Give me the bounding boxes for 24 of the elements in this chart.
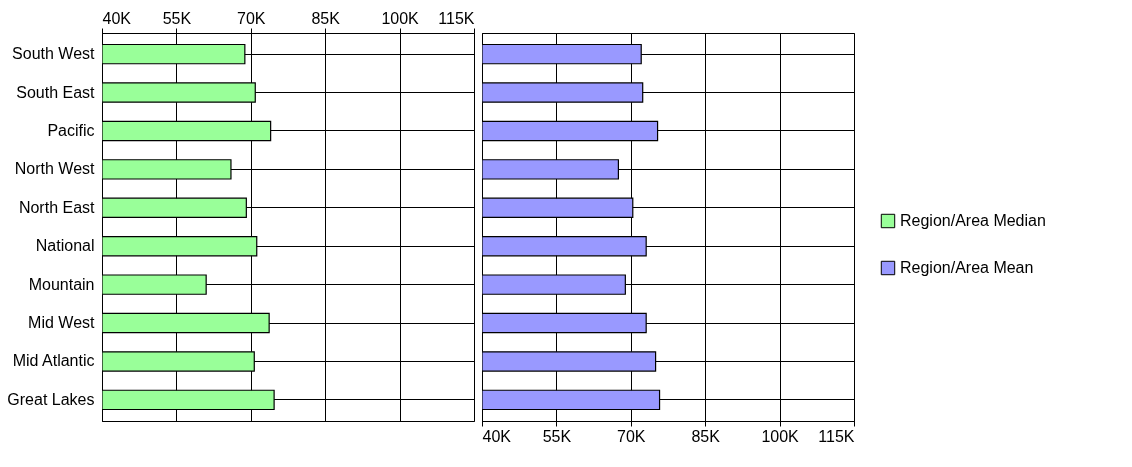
x-tick-label: 100K (381, 9, 420, 27)
x-tick-label: 70K (237, 9, 266, 27)
x-tick-label: 70K (617, 427, 646, 445)
legend-label: Region/Area Mean (900, 259, 1034, 276)
x-tick-label: 115K (818, 427, 855, 445)
y-tick-label: South East (16, 83, 96, 101)
y-tick-label: Mid West (28, 314, 96, 332)
x-tick-label: 85K (311, 9, 341, 27)
x-tick-label: 100K (761, 427, 800, 445)
y-tick-label: North West (14, 160, 96, 178)
y-tick-label: Mid Atlantic (12, 352, 95, 370)
legend-label: Region/Area Median (900, 212, 1046, 229)
x-tick-label: 55K (542, 427, 572, 445)
y-tick-label: North East (18, 198, 96, 216)
x-tick-label: 40K (482, 427, 512, 445)
x-tick-label: 115K (438, 9, 475, 27)
y-tick-label: Pacific (47, 121, 95, 139)
y-tick-label: Great Lakes (7, 390, 95, 408)
x-tick-label: 55K (162, 9, 192, 27)
y-tick-label: South West (12, 45, 96, 63)
x-tick-label: 40K (102, 9, 132, 27)
y-tick-label: National (35, 237, 95, 255)
y-tick-label: Mountain (28, 275, 95, 293)
x-tick-label: 85K (691, 427, 721, 445)
